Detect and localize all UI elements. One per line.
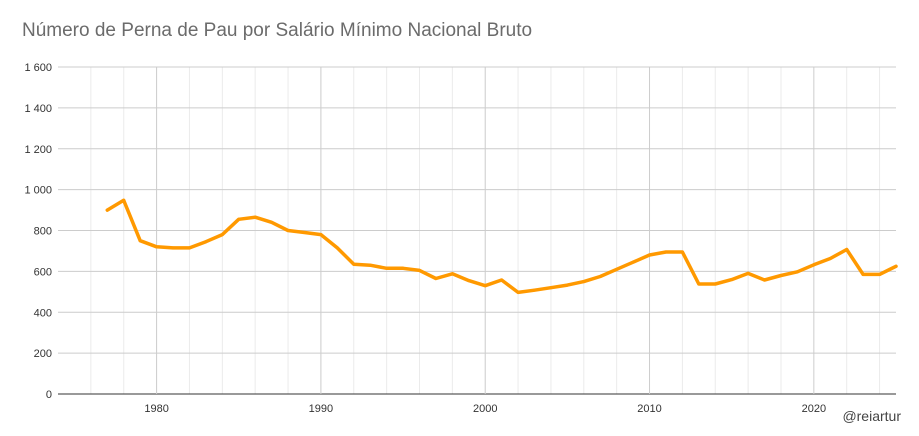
y-tick-label: 1 400: [24, 103, 52, 115]
data-point: [878, 272, 882, 276]
data-point: [533, 288, 537, 292]
data-point: [779, 273, 783, 277]
data-point: [812, 263, 816, 267]
data-point: [516, 290, 520, 294]
y-tick-label: 600: [34, 266, 52, 278]
data-point: [286, 229, 290, 232]
y-tick-label: 400: [34, 307, 52, 319]
y-tick-label: 200: [34, 348, 52, 360]
x-tick-label: 2010: [637, 403, 661, 415]
data-point: [598, 274, 602, 278]
data-point: [434, 277, 438, 281]
chart-title: Número de Perna de Pau por Salário Mínim…: [22, 20, 533, 41]
data-point: [155, 245, 159, 249]
data-point: [894, 264, 898, 268]
data-point: [664, 250, 668, 254]
x-tick-label: 1980: [144, 403, 168, 415]
data-point: [697, 282, 701, 286]
data-point: [270, 220, 274, 224]
author-credit: @reiartur: [842, 408, 901, 424]
data-point: [237, 217, 241, 221]
x-tick-label: 2000: [473, 403, 497, 415]
data-point: [582, 280, 586, 284]
data-point: [171, 246, 175, 250]
data-point: [335, 246, 339, 250]
data-point: [138, 239, 142, 243]
data-point: [450, 272, 454, 276]
data-point: [615, 267, 619, 271]
data-point: [549, 286, 553, 290]
data-point: [352, 262, 356, 266]
data-point: [105, 208, 109, 212]
data-point: [302, 231, 306, 235]
major-gridlines: [58, 66, 896, 395]
y-tick-label: 0: [46, 389, 52, 401]
data-point: [385, 266, 389, 270]
y-tick-label: 800: [34, 226, 52, 238]
data-point: [861, 272, 865, 276]
data-point: [500, 278, 504, 282]
data-point: [795, 270, 799, 274]
data-point: [746, 271, 750, 275]
data-point: [483, 284, 487, 288]
x-tick-label: 1990: [309, 403, 333, 415]
data-point: [401, 266, 405, 270]
data-point: [828, 256, 832, 260]
data-point: [122, 198, 126, 202]
series-layer: [105, 198, 898, 295]
x-tick-label: 2020: [802, 403, 826, 415]
data-point: [187, 246, 191, 250]
y-tick-label: 1 200: [24, 144, 52, 156]
y-tick-label: 1 000: [24, 185, 52, 197]
data-point: [253, 215, 257, 219]
data-point: [680, 250, 684, 254]
x-axis-ticks: 1980 1990 2000 2010 2020: [144, 403, 826, 415]
y-axis-ticks: 0 200 400 600 800 1 000 1 200 1 400 1 600: [24, 62, 52, 401]
data-point: [467, 279, 471, 283]
data-point: [204, 240, 208, 244]
data-point: [631, 260, 635, 264]
data-point: [845, 248, 849, 252]
data-point: [319, 233, 323, 237]
data-point: [713, 282, 717, 286]
data-point: [368, 263, 372, 267]
data-point: [763, 278, 767, 282]
data-point: [730, 278, 734, 282]
data-point: [565, 283, 569, 287]
data-point: [220, 233, 224, 237]
data-point: [648, 253, 652, 257]
data-point: [417, 268, 421, 272]
y-tick-label: 1 600: [24, 62, 52, 74]
